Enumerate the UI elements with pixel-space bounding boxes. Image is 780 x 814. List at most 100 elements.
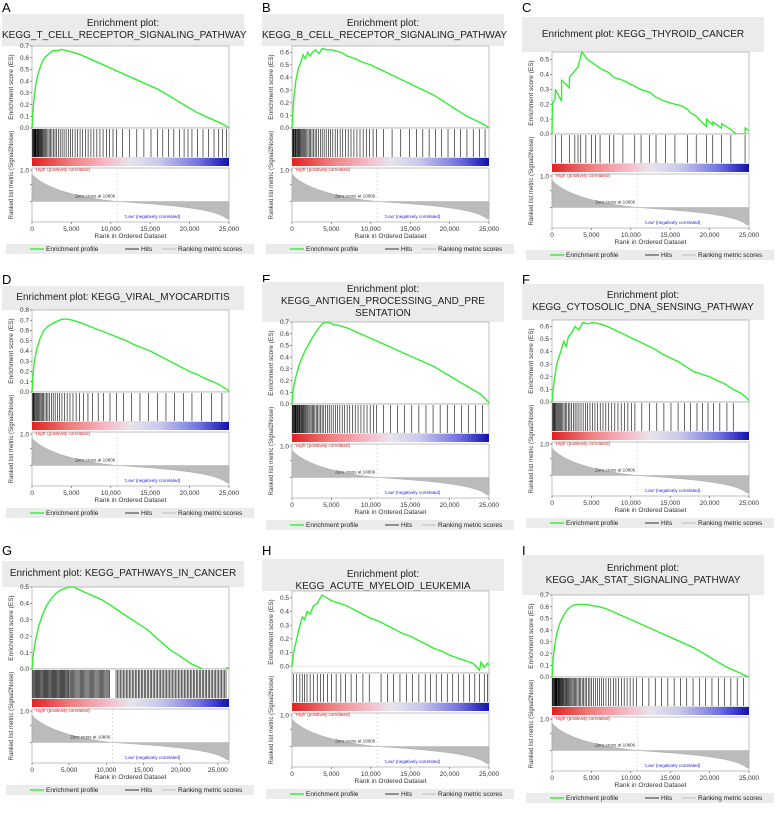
panel-e: E Enrichment plot: KEGG_ANTIGEN_PROCESSING…	[260, 272, 520, 543]
chart-title: Enrichment plot: KEGG_JAK_STAT_SIGNALING_…	[522, 563, 764, 587]
es-axis-label: Enrichment score (ES)	[528, 60, 535, 125]
y-tick-label: 0.2	[280, 378, 289, 385]
legend-entry: Enrichment profile	[306, 246, 359, 253]
ranked-tick-label: 1.0	[280, 444, 289, 451]
hits-area	[31, 127, 230, 159]
negative-correlation-label: 'Low' (negatively correlated)	[645, 488, 701, 493]
es-axis-label: Enrichment score (ES)	[8, 595, 15, 660]
panel-label: E	[262, 272, 271, 287]
y-tick-label: 0.4	[20, 348, 29, 355]
negative-correlation-label: 'Low' (negatively correlated)	[385, 759, 441, 764]
panel-h: H Enrichment plot: KEGG_ACUTE_MYELOID_LEU…	[260, 543, 520, 814]
correlation-gradient-bar	[552, 707, 749, 715]
x-tick-label: 10,000	[361, 502, 381, 509]
x-axis-label: Rank in Ordered Dataset	[615, 507, 687, 514]
y-tick-label: 0.6	[540, 324, 549, 331]
y-tick-label: 0.1	[280, 113, 289, 120]
x-tick-label: 5,000	[61, 767, 78, 774]
title-box: Enrichment plot: KEGG_JAK_STAT_SIGNALING_…	[522, 555, 764, 595]
title-box: Enrichment plot: KEGG_B_CELL_RECEPTOR_SIG…	[262, 14, 507, 46]
x-tick-label: 25,000	[219, 226, 239, 233]
x-tick-label: 5,000	[323, 226, 340, 233]
correlation-gradient-bar	[32, 699, 229, 707]
x-tick-label: 25,000	[208, 767, 228, 774]
panel-label: A	[2, 0, 11, 15]
legend-entry: Ranking metric scores	[438, 522, 503, 529]
x-tick-label: 5,000	[323, 502, 340, 509]
y-tick-label: 0.6	[280, 50, 289, 57]
y-tick-label: 0.0	[540, 131, 549, 138]
legend-entry: Hits	[401, 522, 413, 529]
correlation-gradient-bar	[292, 703, 489, 711]
enrichment-profile-line	[31, 318, 230, 393]
y-tick-label: 0.5	[280, 343, 289, 350]
enrichment-profile-line	[551, 50, 750, 135]
x-axis-label: Rank in Ordered Dataset	[95, 774, 167, 781]
y-tick-label: 0.4	[540, 627, 549, 634]
x-tick-label: 10,000	[361, 226, 381, 233]
enrichment-profile-line	[551, 603, 750, 678]
positive-correlation-label: 'High' (positively correlated)	[555, 173, 610, 178]
y-tick-label: 0.4	[280, 354, 289, 361]
panel-d: D Enrichment plot: KEGG_VIRAL_MYOCARDITIS…	[0, 272, 260, 543]
x-tick-label: 25,000	[219, 490, 239, 497]
es-axis-label: Enrichment score (ES)	[268, 330, 275, 395]
es-plot-area	[291, 45, 490, 129]
negative-correlation-label: 'Low' (negatively correlated)	[125, 478, 181, 483]
chart-title: Enrichment plot: KEGG_THYROID_CANCER	[522, 29, 764, 41]
panel-f: F Enrichment plot: KEGG_CYTOSOLIC_DNA_SENS…	[520, 272, 780, 543]
hits-area	[551, 676, 750, 708]
y-tick-label: 0.4	[540, 349, 549, 356]
y-tick-label: 0.1	[540, 662, 549, 669]
y-tick-label: 0.3	[540, 639, 549, 646]
enrichment-chart: 0.0 0.1 0.2 0.3 0.4 0.5 0.6 Enrichment score (E…	[526, 319, 774, 528]
negative-correlation-label: 'Low' (negatively correlated)	[645, 763, 701, 768]
x-tick-label: 20,000	[440, 226, 460, 233]
y-tick-label: 0.4	[280, 609, 289, 616]
ranked-tick-label: 1.0	[540, 174, 549, 181]
x-tick-label: 20,000	[700, 500, 720, 507]
x-tick-label: 20,000	[440, 502, 460, 509]
y-tick-label: 0.4	[540, 72, 549, 79]
panel-label: C	[522, 0, 532, 15]
panel-label: D	[2, 272, 12, 287]
x-tick-label: 5,000	[63, 490, 80, 497]
y-tick-label: 0.2	[540, 374, 549, 381]
chart-title-line: Enrichment plot:	[346, 18, 420, 29]
es-plot-area	[291, 590, 490, 674]
positive-correlation-label: 'High' (positively correlated)	[295, 167, 350, 172]
y-tick-label: 0.5	[540, 336, 549, 343]
y-tick-label: 0.6	[20, 328, 29, 335]
ranked-axis-label: Ranked list metric (Signal2Noise)	[9, 672, 15, 761]
x-axis-label: Rank in Ordered Dataset	[355, 233, 427, 240]
y-tick-label: 0.3	[540, 361, 549, 368]
enrichment-profile-line	[291, 321, 490, 405]
x-tick-label: 25,000	[739, 500, 759, 507]
negative-correlation-label: 'Low' (negatively correlated)	[125, 214, 181, 219]
legend-entry: Ranking metric scores	[438, 246, 503, 253]
x-tick-label: 15,000	[660, 500, 680, 507]
x-tick-label: 5,000	[63, 226, 80, 233]
ranked-axis-label: Ranked list metric (Signal2Noise)	[529, 137, 535, 226]
chart-title: Enrichment plot: KEGG_ACUTE_MYELOID_LEUK…	[262, 569, 504, 593]
chart-title-line: KEGG_T_CELL_RECEPTOR_SIGNALING_PATHWAY	[2, 30, 247, 41]
x-tick-label: 10,000	[621, 775, 641, 782]
x-tick-label: 0	[290, 771, 294, 778]
title-box: Enrichment plot: KEGG_CYTOSOLIC_DNA_SENSI…	[522, 284, 764, 320]
enrichment-profile-line	[31, 48, 230, 129]
y-tick-label: 0.1	[280, 389, 289, 396]
positive-correlation-label: 'High' (positively correlated)	[295, 712, 350, 717]
x-tick-label: 20,000	[700, 232, 720, 239]
y-tick-label: 0.2	[540, 101, 549, 108]
y-tick-label: 0.5	[280, 595, 289, 602]
y-tick-label: 0.1	[540, 387, 549, 394]
y-tick-label: 0.2	[540, 651, 549, 658]
legend-entry: Ranking metric scores	[698, 520, 763, 527]
ranked-tick-label: 1.0	[540, 717, 549, 724]
x-tick-label: 25,000	[479, 502, 499, 509]
x-tick-label: 15,000	[660, 232, 680, 239]
positive-correlation-label: 'High' (positively correlated)	[555, 441, 610, 446]
y-tick-label: 0.1	[20, 113, 29, 120]
y-tick-label: 0.3	[20, 90, 29, 97]
panel-label: H	[262, 543, 272, 558]
